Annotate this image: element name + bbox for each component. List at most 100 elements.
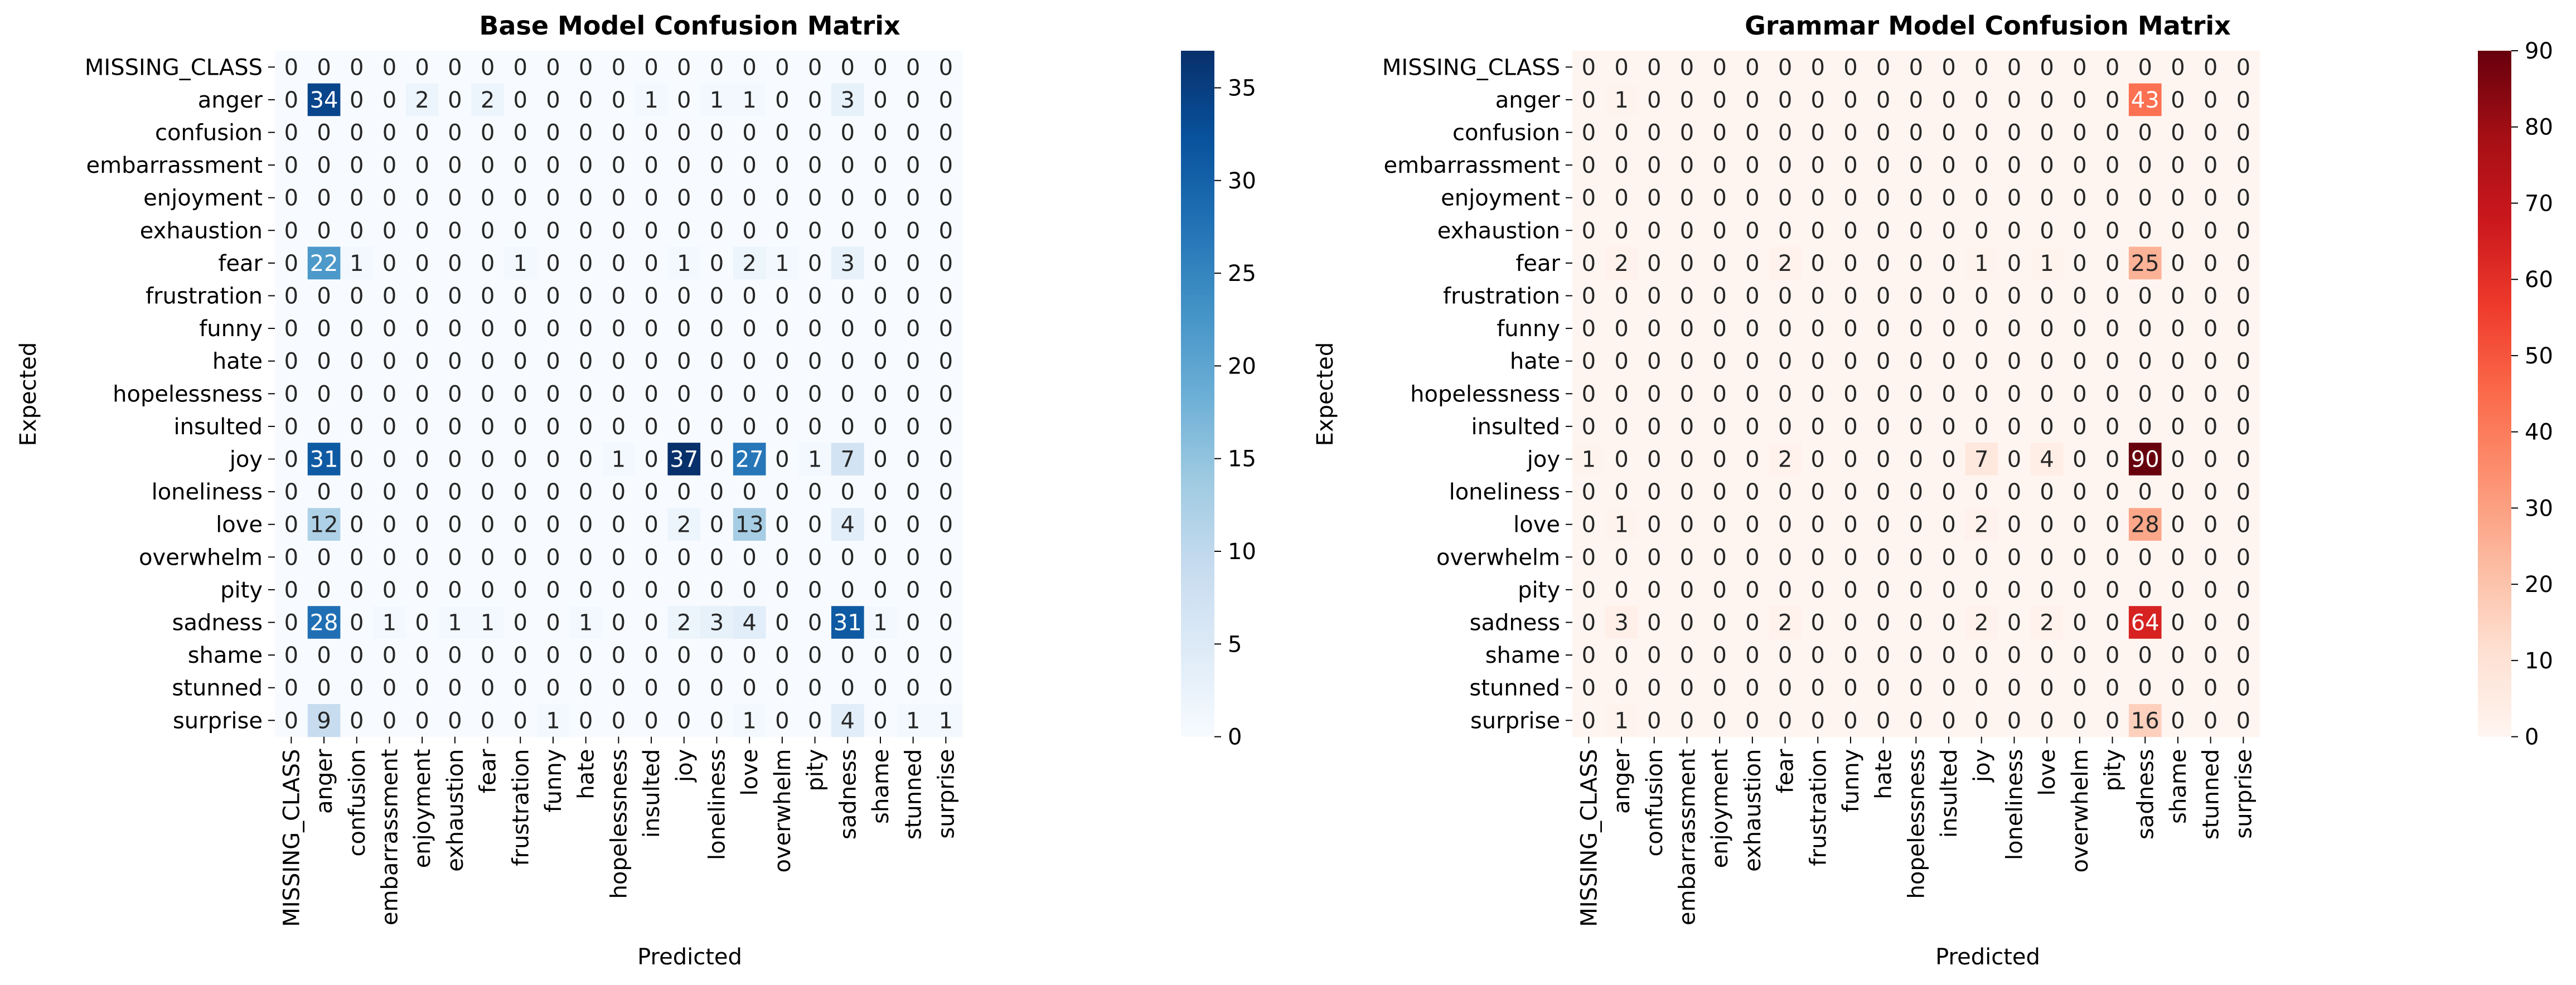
cell-value-label: 0 [1712, 55, 1726, 80]
heatmap-cell [471, 246, 505, 280]
heatmap-cell [864, 214, 897, 248]
heatmap-cell [2030, 214, 2064, 248]
heatmap-cell [569, 704, 603, 737]
cell-value-label: 0 [939, 316, 953, 342]
heatmap-cell [2227, 638, 2260, 672]
colorbar-tick-label: 90 [2525, 38, 2553, 64]
heatmap-cell [1572, 606, 1606, 639]
heatmap-cell [340, 410, 374, 443]
heatmap-cell [1638, 541, 1671, 574]
heatmap-cell [929, 116, 963, 149]
cell-value-label: 0 [2236, 447, 2250, 473]
heatmap-cell [1801, 671, 1835, 705]
cell-value-label: 0 [1745, 676, 1759, 701]
heatmap-cell [1932, 181, 1965, 215]
heatmap-cell [536, 443, 570, 476]
heatmap-cell [275, 116, 308, 149]
cell-value-label: 0 [317, 218, 331, 244]
cell-value-label: 0 [612, 578, 626, 603]
cell-value-label: 0 [775, 578, 789, 603]
heatmap-cell [471, 83, 505, 117]
cell-value-label: 0 [1647, 316, 1661, 342]
cell-value-label: 0 [415, 316, 429, 342]
cell-value-label: 0 [1876, 414, 1890, 440]
heatmap-cell [438, 148, 472, 182]
heatmap-cell [1736, 638, 1769, 672]
cell-value-label: 0 [1974, 218, 1988, 244]
heatmap-cell [1867, 279, 1900, 313]
heatmap-cell [2161, 410, 2195, 443]
heatmap-cell [1867, 377, 1900, 411]
cell-value-label: 0 [1680, 349, 1694, 375]
heatmap-cell [602, 443, 636, 476]
cell-value-label: 4 [841, 708, 855, 734]
heatmap-cell [2096, 573, 2129, 606]
heatmap-cell [471, 573, 505, 606]
heatmap-cell [1998, 148, 2031, 182]
heatmap-cell [2030, 312, 2064, 345]
cell-value-label: 0 [1712, 88, 1726, 113]
cell-value-label: 0 [1680, 708, 1694, 734]
heatmap-cell [2063, 279, 2096, 313]
cell-value-label: 0 [939, 349, 953, 375]
cell-value-label: 0 [1680, 316, 1694, 342]
heatmap-cell [700, 83, 734, 117]
cell-value-label: 0 [873, 316, 887, 342]
heatmap-cell [864, 410, 897, 443]
cell-value-label: 0 [1941, 316, 1955, 342]
heatmap-cell [831, 410, 865, 443]
heatmap-cell [635, 116, 668, 149]
cell-value-label: 0 [2204, 512, 2217, 538]
cell-value-label: 0 [2138, 316, 2152, 342]
cell-value-label: 0 [2040, 708, 2054, 734]
heatmap-cell [373, 181, 406, 215]
heatmap-cell [2096, 116, 2129, 149]
cell-value-label: 0 [644, 284, 658, 309]
heatmap-cell [864, 443, 897, 476]
cell-value-label: 0 [1712, 381, 1726, 407]
heatmap-cell [831, 704, 865, 737]
cell-value-label: 0 [1941, 284, 1955, 309]
y-tick-label: pity [220, 578, 263, 603]
cell-value-label: 0 [841, 479, 855, 505]
y-tick-label: joy [229, 447, 263, 473]
heatmap-cell [503, 541, 538, 574]
cell-value-label: 0 [2105, 218, 2119, 244]
cell-value-label: 0 [2236, 120, 2250, 146]
y-tick-label: stunned [1469, 676, 1560, 701]
heatmap-cell [340, 443, 374, 476]
cell-value-label: 0 [677, 55, 691, 80]
cell-value-label: 0 [2040, 545, 2054, 570]
heatmap-cell [897, 541, 930, 574]
cell-value-label: 2 [1778, 251, 1792, 276]
x-tick-label: stunned [901, 749, 927, 840]
heatmap-cell [2030, 148, 2064, 182]
y-tick-label: overwhelm [1436, 545, 1560, 570]
heatmap-cell [1703, 246, 1737, 280]
cell-value-label: 0 [382, 643, 396, 668]
cell-value-label: 0 [1843, 186, 1857, 211]
heatmap-cell [2128, 214, 2162, 248]
x-tick-label: sadness [2133, 749, 2158, 840]
cell-value-label: 0 [939, 447, 953, 473]
heatmap-cell [438, 443, 472, 476]
y-tick-label: hopelessness [113, 381, 263, 407]
cell-value-label: 0 [2105, 381, 2119, 407]
heatmap-cell [831, 541, 865, 574]
cell-value-label: 0 [350, 578, 364, 603]
heatmap-cell [1834, 279, 1867, 313]
heatmap-cell [2030, 443, 2064, 476]
heatmap-cell [438, 116, 472, 149]
cell-value-label: 0 [546, 284, 560, 309]
heatmap-cell [929, 148, 963, 182]
cell-value-label: 25 [2131, 251, 2159, 276]
heatmap-cell [1900, 671, 1933, 705]
heatmap-cell [1638, 312, 1671, 345]
heatmap-cell [733, 214, 767, 248]
heatmap-cell [2161, 116, 2195, 149]
heatmap-cell [635, 51, 668, 84]
heatmap-cell [1932, 312, 1965, 345]
cell-value-label: 0 [579, 447, 593, 473]
heatmap-cell [733, 377, 767, 411]
cell-value-label: 0 [2105, 284, 2119, 309]
